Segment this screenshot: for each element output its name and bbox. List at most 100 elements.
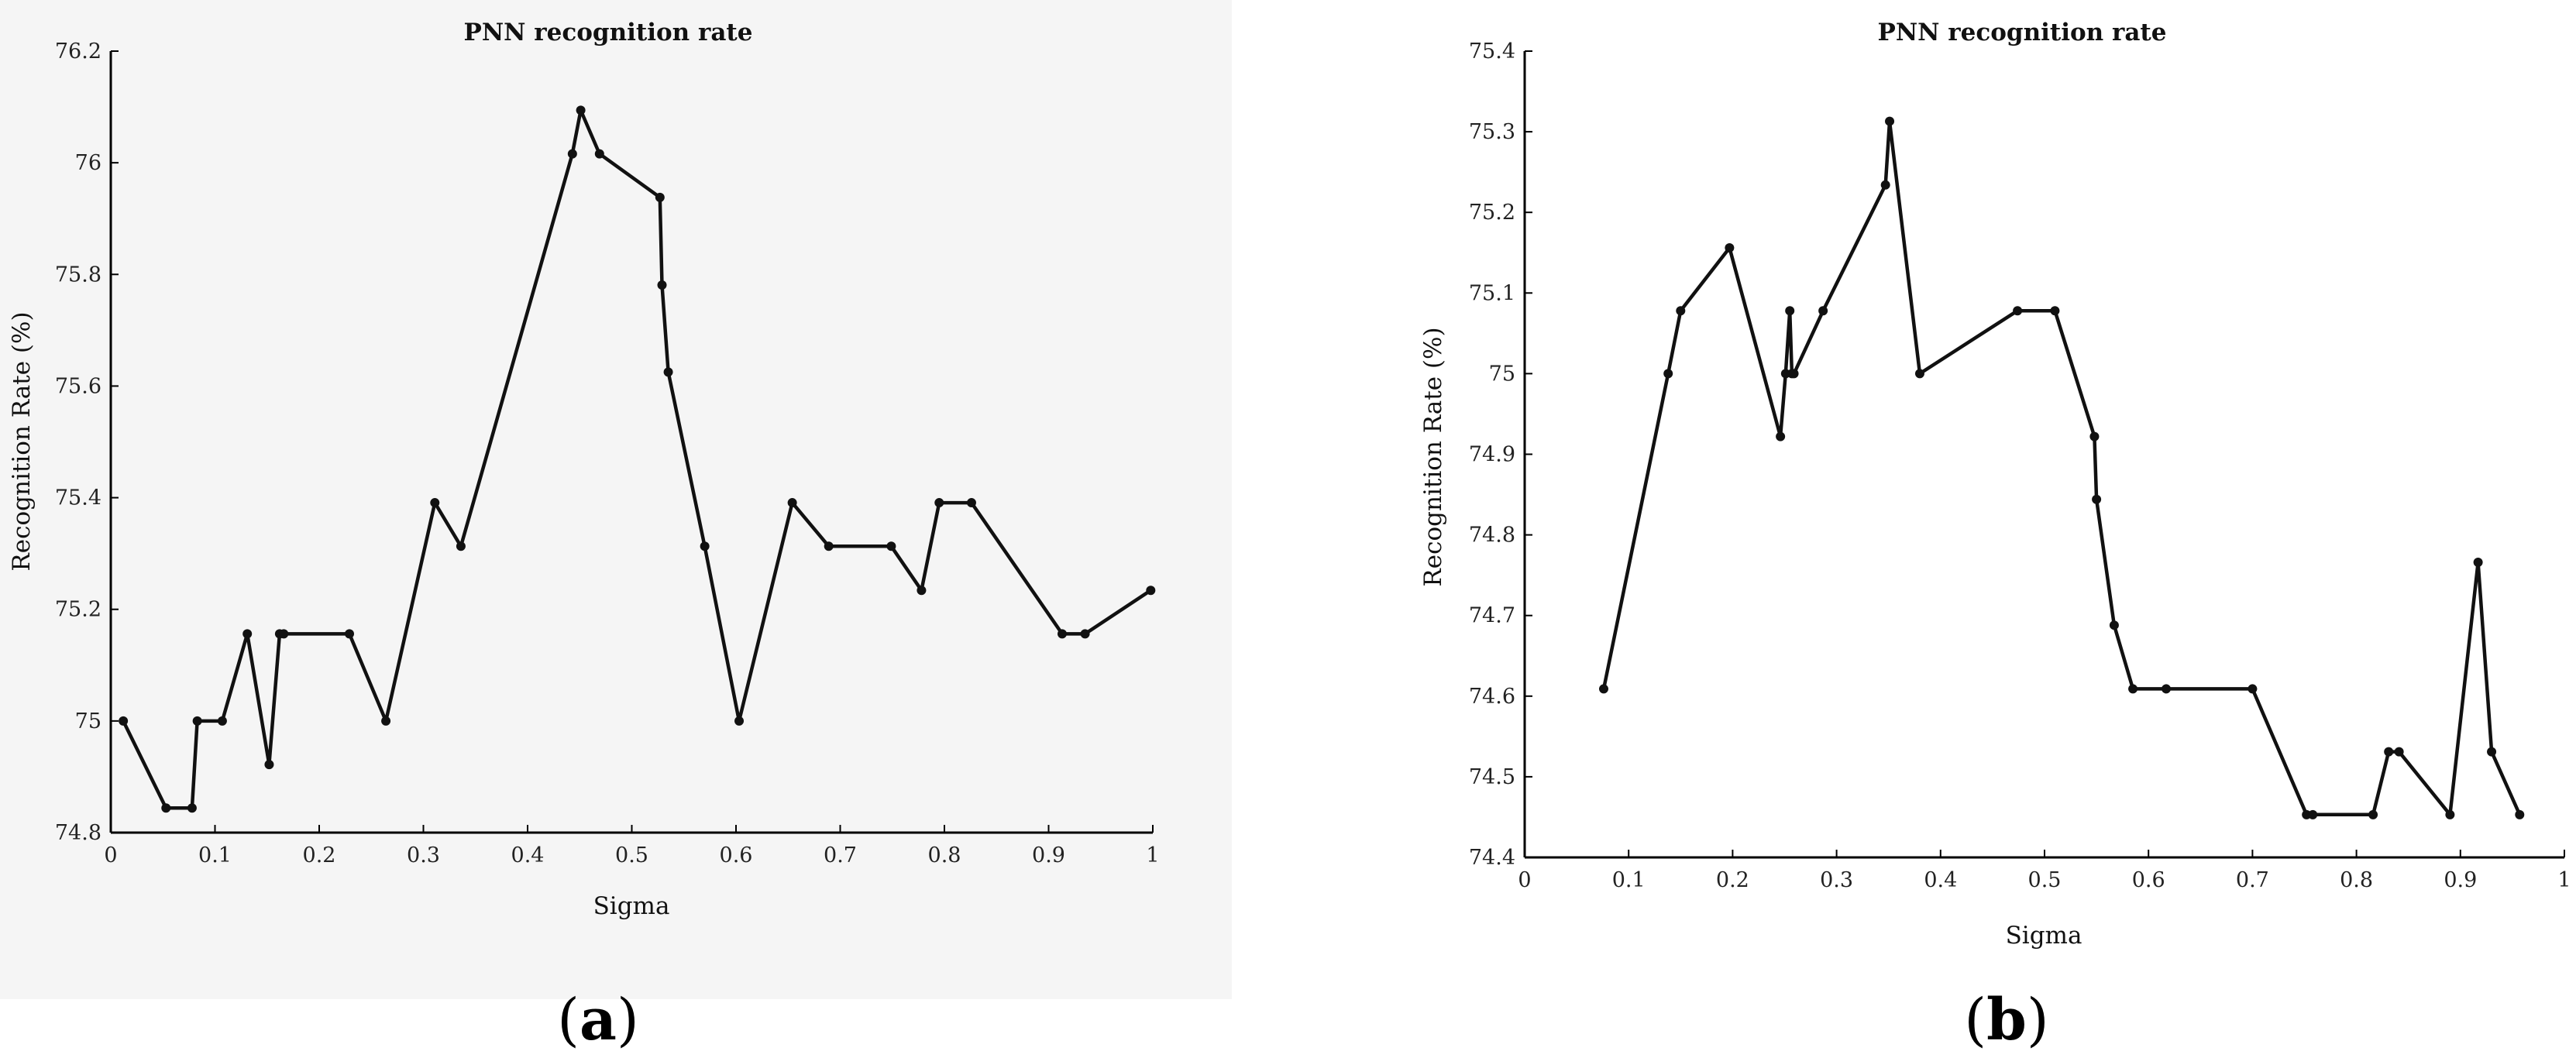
chart-b-y-tick-label: 75.3: [1469, 120, 1515, 144]
chart-b-caption-letter: b: [1986, 987, 2027, 1053]
chart-a-data-point: [567, 149, 577, 159]
chart-b-y-tick-label: 75.1: [1469, 281, 1515, 305]
chart-a-data-point: [161, 803, 171, 813]
chart-a-y-axis-title: Recognition Rate (%): [8, 311, 36, 571]
chart-a-data-point: [655, 192, 665, 202]
chart-a-data-point: [966, 498, 976, 508]
chart-b-y-tick-label: 74.7: [1469, 604, 1515, 628]
chart-a-x-tick-label: 0.9: [1032, 843, 1065, 867]
chart-b-points: [1598, 116, 2525, 819]
chart-a-x-tick-label: 0.3: [407, 843, 440, 867]
chart-b-x-tick-label: 0.4: [1924, 868, 1957, 892]
chart-a-title: PNN recognition rate: [464, 19, 753, 46]
chart-b-data-point: [2473, 557, 2483, 567]
chart-a-data-point: [1146, 586, 1156, 596]
chart-b-y-tick-label: 74.4: [1469, 846, 1515, 870]
chart-a-data-point: [217, 716, 227, 726]
chart-a-data-point: [663, 367, 673, 377]
chart-a-y-tick-label: 75: [75, 709, 101, 733]
chart-a-data-point: [381, 716, 391, 726]
chart-a-x-axis-title: Sigma: [593, 892, 670, 920]
chart-a-data-point: [192, 716, 202, 726]
chart-b-x-tick-label: 0.5: [2028, 868, 2062, 892]
chart-b-data-point: [1885, 116, 1895, 126]
chart-b-data-point: [2162, 684, 2172, 694]
chart-a-y-tick-label: 75.4: [55, 486, 101, 510]
chart-a-points: [119, 105, 1156, 813]
chart-b-y-tick-label: 74.9: [1469, 443, 1515, 467]
chart-b-x-tick-label: 0: [1518, 868, 1531, 892]
chart-b-y-tick-label: 74.8: [1469, 524, 1515, 548]
chart-b-data-point: [1663, 369, 1673, 379]
chart-a-data-point: [917, 586, 927, 596]
chart-a-data-point: [700, 541, 710, 551]
chart-b-data-point: [1818, 306, 1828, 316]
chart-b-x-tick-label: 0.7: [2236, 868, 2269, 892]
chart-a-y-tick-label: 74.8: [55, 821, 101, 845]
chart-a-x-ticks: 0 0.1 0.2 0.3 0.4 0.5 0.6 0.7 0.8 0.9 1: [104, 825, 1160, 867]
chart-b-y-tick-label: 75: [1489, 362, 1515, 386]
chart-b-data-point: [2445, 809, 2455, 819]
chart-panel-b: PNN recognition rate 74.474.574.674.774.…: [1419, 19, 2571, 1053]
chart-a-y-ticks: 74.8 75 75.2 75.4 75.6 75.8 76 76.2: [55, 40, 119, 845]
chart-a-data-point: [187, 803, 197, 813]
chart-a-x-tick-label: 0.8: [928, 843, 961, 867]
chart-b-title: PNN recognition rate: [1878, 19, 2167, 46]
chart-b-data-point: [2128, 684, 2138, 694]
chart-b-x-tick-label: 0.1: [1612, 868, 1646, 892]
chart-b-data-point: [1914, 369, 1924, 379]
chart-b-x-tick-label: 0.3: [1820, 868, 1853, 892]
chart-a-y-tick-label: 75.2: [55, 598, 101, 622]
chart-a-caption: (a): [557, 987, 639, 1053]
chart-a-y-tick-label: 75.6: [55, 374, 101, 398]
chart-b-series-line: [1601, 119, 2522, 817]
chart-a-y-tick-label: 75.8: [55, 263, 101, 287]
chart-a-data-point: [824, 541, 834, 551]
chart-b-data-point: [2050, 306, 2060, 316]
chart-b-y-ticks: 74.4 74.5 74.6 74.7 74.8 74.9 75 75.1 75.2 75.3 75…: [1469, 40, 1532, 870]
chart-b-data-point: [2384, 747, 2394, 757]
chart-a-data-point: [594, 149, 604, 159]
chart-b-y-tick-label: 75.2: [1469, 201, 1515, 225]
chart-b-data-point: [1785, 306, 1795, 316]
chart-a-data-point: [657, 280, 667, 290]
chart-b-data-point: [2092, 494, 2102, 504]
chart-b-x-tick-label: 0.9: [2444, 868, 2477, 892]
chart-a-x-tick-label: 0.6: [720, 843, 753, 867]
chart-b-data-point: [2515, 809, 2525, 819]
chart-a-data-point: [430, 498, 440, 508]
chart-a-data-point: [242, 629, 253, 639]
chart-a-data-point: [787, 498, 797, 508]
chart-b-data-point: [1725, 243, 1735, 253]
chart-b-data-point: [2394, 747, 2404, 757]
chart-a-series-line: [122, 108, 1152, 810]
chart-b-x-tick-label: 1: [2557, 868, 2571, 892]
chart-a-caption-letter: a: [580, 987, 617, 1053]
chart-a-data-point: [279, 629, 289, 639]
chart-a-data-point: [1057, 629, 1067, 639]
chart-b-y-tick-label: 74.5: [1469, 765, 1515, 789]
chart-b-x-axis-title: Sigma: [2006, 922, 2082, 950]
chart-b-x-tick-label: 0.6: [2132, 868, 2165, 892]
chart-a-data-point: [345, 629, 355, 639]
chart-b-data-point: [2089, 431, 2100, 441]
chart-a-x-tick-label: 0.4: [511, 843, 545, 867]
chart-b-data-point: [2487, 747, 2497, 757]
chart-b-data-point: [1776, 431, 1786, 441]
chart-b-data-point: [1880, 180, 1890, 190]
chart-b-y-tick-label: 74.6: [1469, 685, 1515, 709]
chart-a-x-tick-label: 0.7: [824, 843, 857, 867]
chart-b-data-point: [2013, 306, 2023, 316]
chart-b-data-point: [1598, 684, 1608, 694]
chart-b-y-tick-label: 75.4: [1469, 40, 1515, 64]
chart-b-data-point: [1676, 306, 1686, 316]
chart-b-x-tick-label: 0.2: [1716, 868, 1749, 892]
chart-a-x-tick-label: 1: [1146, 843, 1159, 867]
chart-a-data-point: [456, 541, 466, 551]
chart-b-x-ticks: 0 0.1 0.2 0.3 0.4 0.5 0.6 0.7 0.8 0.9 1: [1518, 850, 2571, 892]
chart-panel-a: PNN recognition rate 74.8 75 75.2 75.4 75.6 7…: [0, 0, 1232, 1053]
chart-a-data-point: [119, 716, 129, 726]
chart-b-data-point: [1789, 369, 1799, 379]
chart-b-data-point: [2308, 809, 2318, 819]
